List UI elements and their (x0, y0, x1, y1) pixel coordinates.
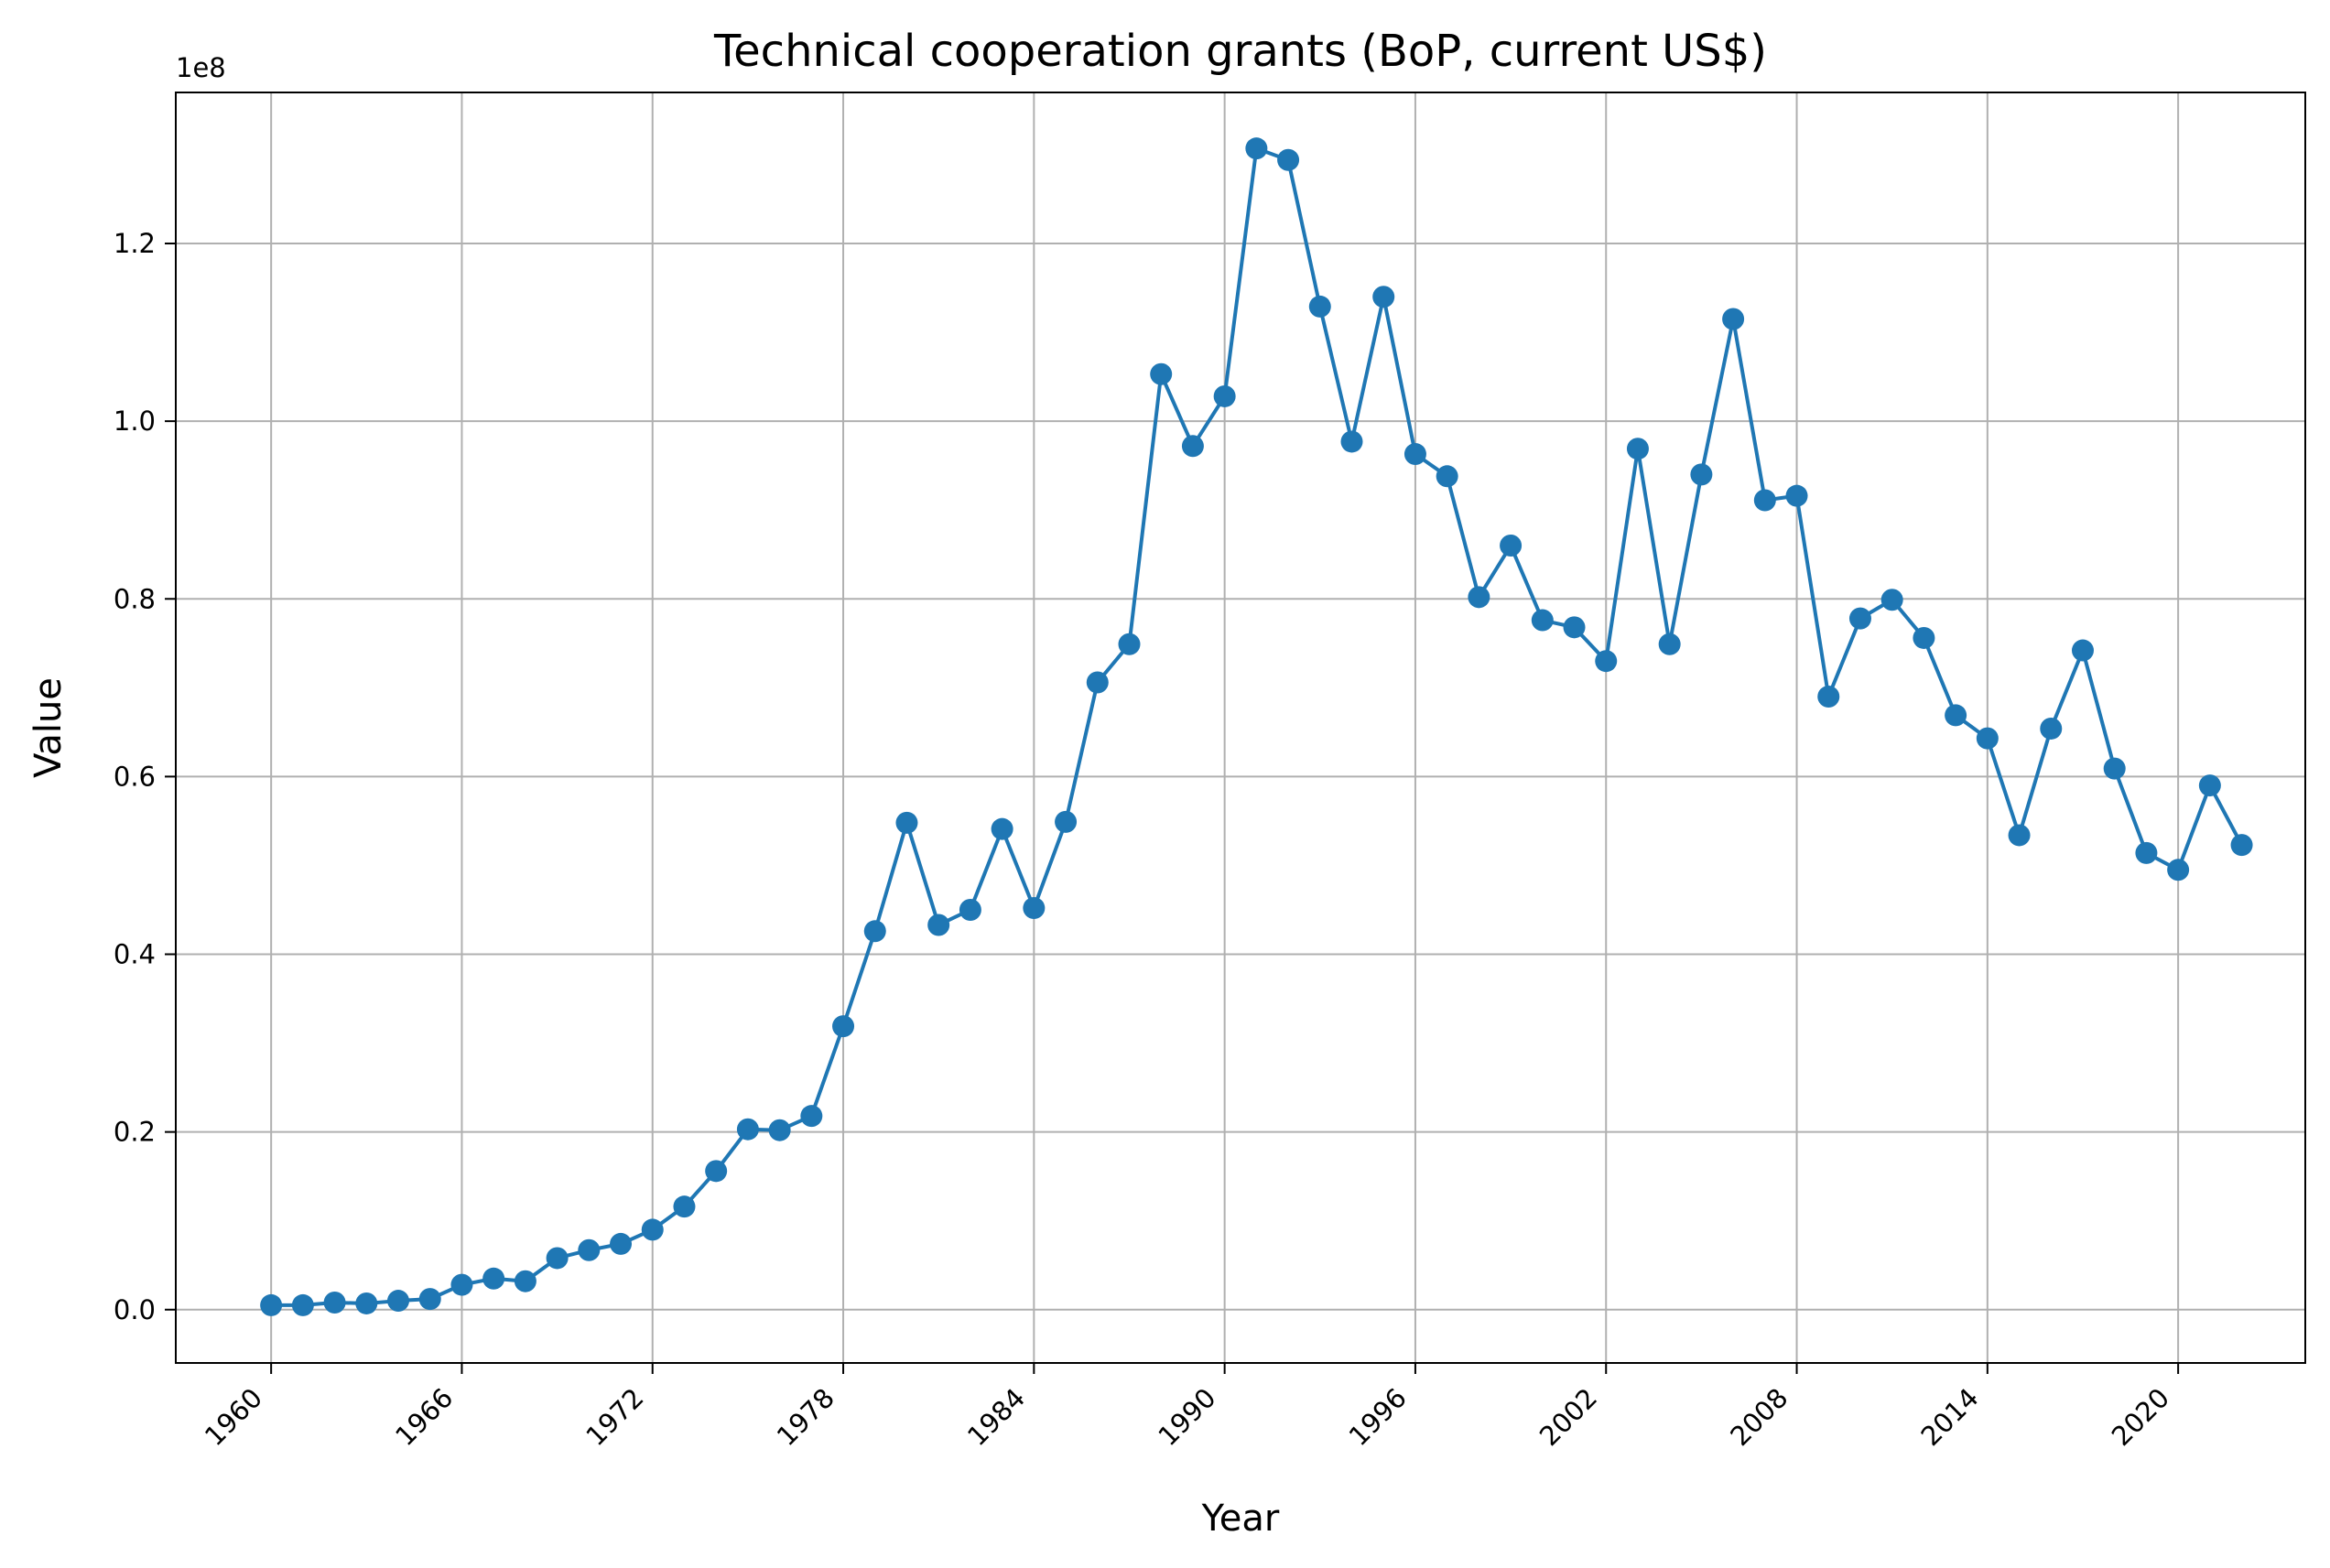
x-tick-label: 1966 (389, 1382, 459, 1452)
x-tick-label: 2014 (1915, 1382, 1985, 1452)
plot-frame (175, 92, 2306, 1364)
data-point (1181, 435, 1204, 458)
data-point (1213, 384, 1236, 407)
data-point (1880, 589, 1903, 611)
y-axis-title: Value (27, 677, 70, 778)
data-point (1150, 362, 1173, 385)
data-point (927, 914, 950, 936)
data-point (1500, 535, 1523, 557)
data-point (736, 1118, 759, 1141)
data-point (1531, 609, 1554, 632)
data-point (641, 1218, 664, 1241)
data-point (1436, 465, 1458, 488)
x-tick-label: 1984 (961, 1382, 1031, 1452)
x-tick-label: 2020 (2106, 1382, 2175, 1452)
data-point (2167, 859, 2190, 881)
data-point (1245, 137, 1268, 160)
data-point (578, 1238, 601, 1261)
data-point (991, 817, 1013, 840)
y-axis-offset-label: 1e8 (176, 52, 226, 83)
data-point (610, 1232, 633, 1255)
data-point (2230, 834, 2253, 857)
y-tick-label: 0.8 (114, 583, 156, 614)
x-tick-label: 1960 (199, 1382, 268, 1452)
data-point (355, 1292, 378, 1314)
y-tick-label: 0.4 (114, 939, 156, 970)
data-point (2103, 757, 2126, 780)
data-point (291, 1293, 314, 1316)
data-point (1976, 727, 1999, 750)
chart-title: Technical cooperation grants (BoP, curre… (713, 26, 1767, 77)
x-tick-label: 1972 (580, 1382, 649, 1452)
data-point (418, 1288, 441, 1311)
data-point (673, 1195, 696, 1218)
data-point (1690, 463, 1713, 486)
data-point (2198, 774, 2221, 797)
data-point (1817, 686, 1840, 708)
x-axis-title: Year (1201, 1498, 1280, 1540)
data-point (260, 1293, 283, 1316)
data-point (768, 1119, 791, 1141)
data-point (2135, 841, 2158, 864)
data-point (387, 1290, 410, 1313)
data-point (2040, 717, 2063, 740)
data-point (1118, 633, 1141, 655)
data-point (832, 1015, 855, 1038)
grid-lines (176, 92, 2305, 1363)
data-point (1785, 484, 1808, 507)
data-point (1023, 897, 1046, 920)
y-tick-label: 1.0 (114, 406, 156, 437)
data-point (800, 1105, 823, 1128)
data-point (1372, 286, 1395, 308)
data-point (323, 1291, 346, 1314)
data-point (1913, 626, 1935, 649)
data-point (1340, 430, 1363, 453)
data-point (1626, 438, 1649, 460)
data-point (1086, 671, 1109, 694)
y-tick-label: 0.0 (114, 1294, 156, 1325)
x-tick-label: 1978 (771, 1382, 840, 1452)
data-point (1055, 810, 1078, 833)
axis-ticks: 1960 1966 1972 1978 1984 1990 1996 2002 2008 2014… (114, 228, 2180, 1452)
data-point (450, 1273, 473, 1296)
y-tick-label: 1.2 (114, 228, 156, 259)
data-point (514, 1270, 536, 1292)
data-point (1308, 295, 1331, 318)
data-point (1563, 616, 1586, 639)
y-tick-label: 0.2 (114, 1117, 156, 1148)
data-points (260, 137, 2253, 1316)
data-point (1848, 607, 1871, 630)
data-point (863, 920, 886, 943)
data-point (1468, 586, 1490, 609)
data-point (1658, 633, 1681, 655)
x-tick-label: 2008 (1724, 1382, 1794, 1452)
data-point (1403, 443, 1426, 466)
data-point (1722, 308, 1745, 330)
data-point (482, 1267, 505, 1290)
data-point (705, 1160, 728, 1183)
data-point (1277, 148, 1300, 171)
x-tick-label: 1990 (1152, 1382, 1221, 1452)
data-point (895, 811, 918, 834)
data-point (1595, 650, 1618, 673)
data-point (2071, 639, 2094, 662)
data-point (2008, 824, 2031, 847)
data-point (546, 1247, 569, 1270)
data-point (959, 898, 981, 921)
x-tick-label: 1996 (1343, 1382, 1413, 1452)
data-point (1753, 489, 1776, 512)
data-point (1945, 704, 1967, 727)
y-tick-label: 0.6 (114, 761, 156, 792)
x-tick-label: 2002 (1533, 1382, 1603, 1452)
